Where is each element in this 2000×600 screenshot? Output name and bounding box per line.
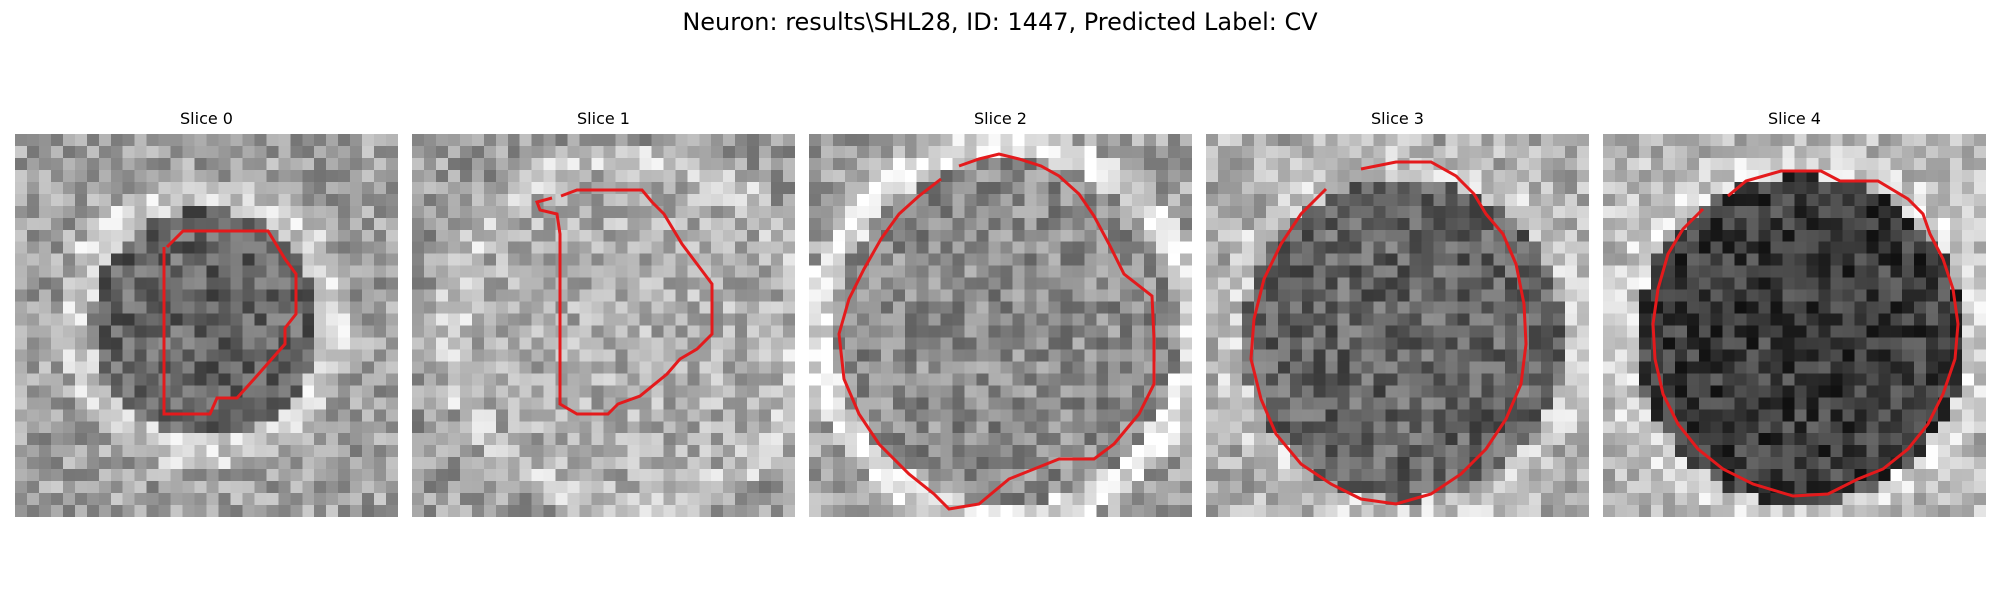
slice-panel-2: Slice 2: [809, 108, 1192, 517]
slice-image: [809, 134, 1192, 517]
slice-contour: [535, 188, 714, 416]
slice-image: [1603, 134, 1986, 517]
slice-contour: [1651, 169, 1960, 498]
slice-title: Slice 1: [577, 109, 630, 128]
slice-image: [15, 134, 398, 517]
slice-contour: [1249, 160, 1528, 506]
slice-image: [412, 134, 795, 517]
slice-title: Slice 4: [1768, 109, 1821, 128]
slice-title: Slice 0: [180, 109, 233, 128]
slice-panel-0: Slice 0: [15, 108, 398, 517]
slice-contour: [837, 152, 1156, 511]
slice-title: Slice 3: [1371, 109, 1424, 128]
slice-panel-1: Slice 1: [412, 108, 795, 517]
slice-panel-3: Slice 3: [1206, 108, 1589, 517]
figure-title: Neuron: results\SHL28, ID: 1447, Predict…: [682, 8, 1318, 36]
slice-contour: [162, 229, 298, 416]
slice-panel-4: Slice 4: [1603, 108, 1986, 517]
slice-title: Slice 2: [974, 109, 1027, 128]
